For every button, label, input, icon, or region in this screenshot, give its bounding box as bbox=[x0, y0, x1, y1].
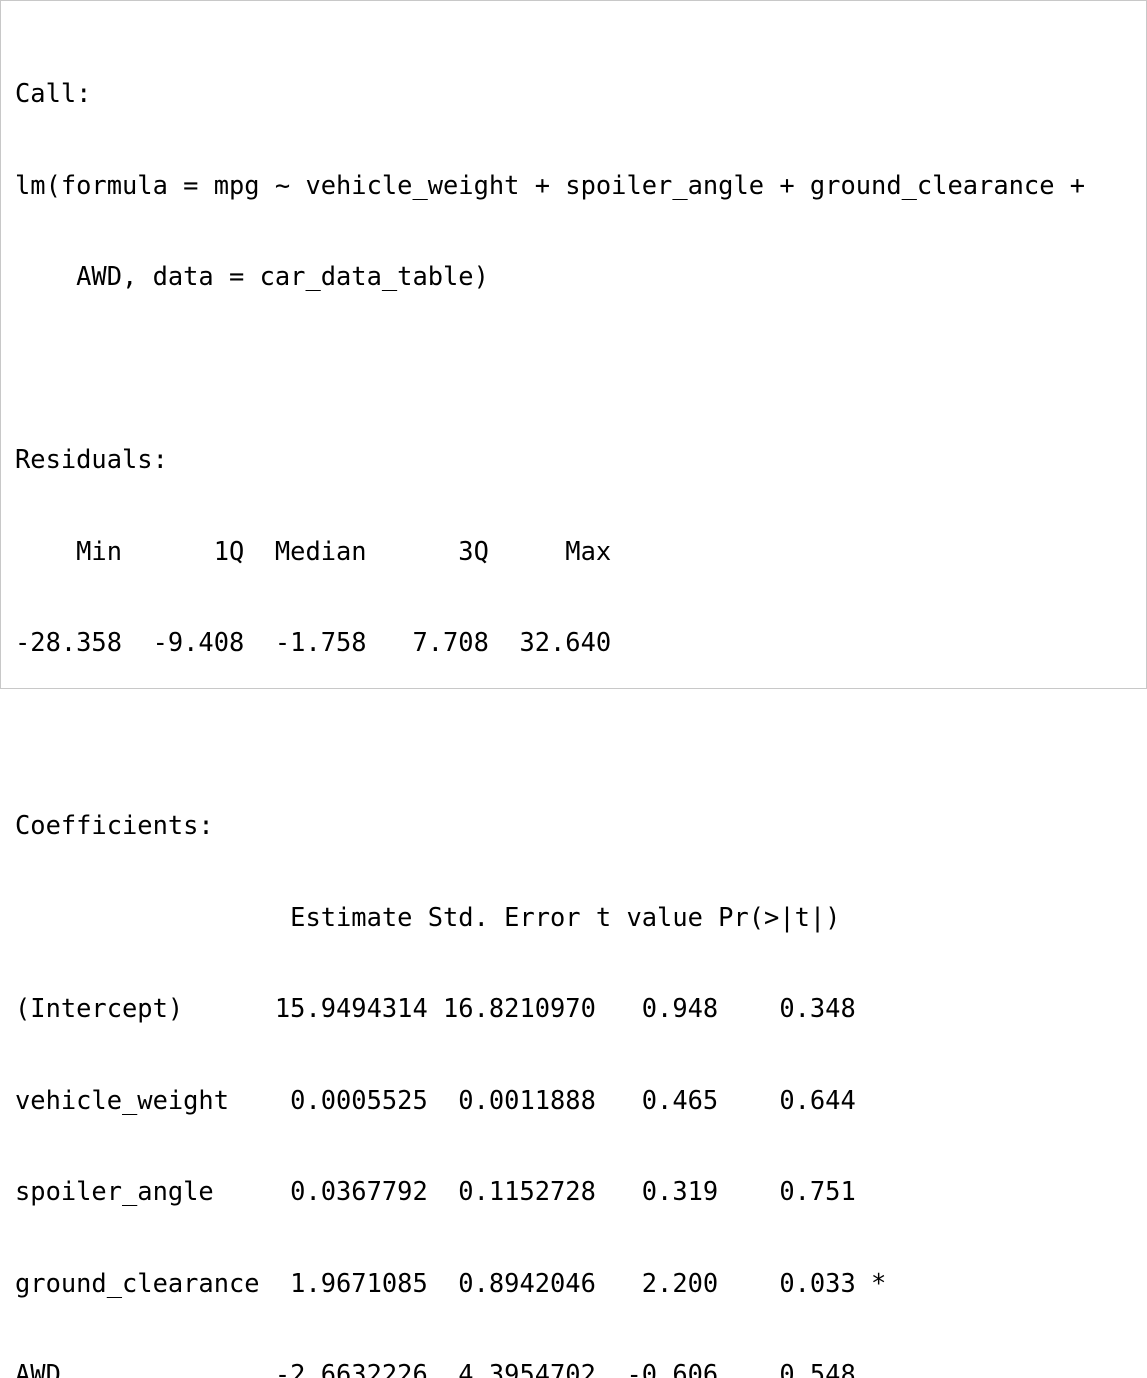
coefficient-row-ground-clearance: ground_clearance 1.9671085 0.8942046 2.2… bbox=[15, 1267, 887, 1298]
call-formula-line-2: AWD, data = car_data_table) bbox=[15, 261, 489, 291]
residuals-header: Min 1Q Median 3Q Max bbox=[15, 535, 612, 566]
blank-line bbox=[15, 353, 1085, 384]
call-label: Call: bbox=[15, 78, 92, 108]
coefficients-label: Coefficients: bbox=[15, 810, 214, 840]
call-formula-line-1: lm(formula = mpg ~ vehicle_weight + spoi… bbox=[15, 169, 1086, 200]
coefficient-row-intercept: (Intercept) 15.9494314 16.8210970 0.948 … bbox=[15, 993, 856, 1023]
blank-line bbox=[15, 719, 1085, 750]
lm-summary-output: Call: lm(formula = mpg ~ vehicle_weight … bbox=[15, 17, 1085, 1378]
coefficient-row-awd: AWD -2.6632226 4.3954702 -0.606 0.548 bbox=[15, 1359, 856, 1378]
coefficient-row-spoiler-angle: spoiler_angle 0.0367792 0.1152728 0.319 … bbox=[15, 1176, 856, 1206]
residuals-label: Residuals: bbox=[15, 444, 168, 474]
coefficient-row-vehicle-weight: vehicle_weight 0.0005525 0.0011888 0.465… bbox=[15, 1084, 856, 1115]
coefficients-header: Estimate Std. Error t value Pr(>|t|) bbox=[15, 901, 841, 932]
residuals-values: -28.358 -9.408 -1.758 7.708 32.640 bbox=[15, 627, 612, 657]
